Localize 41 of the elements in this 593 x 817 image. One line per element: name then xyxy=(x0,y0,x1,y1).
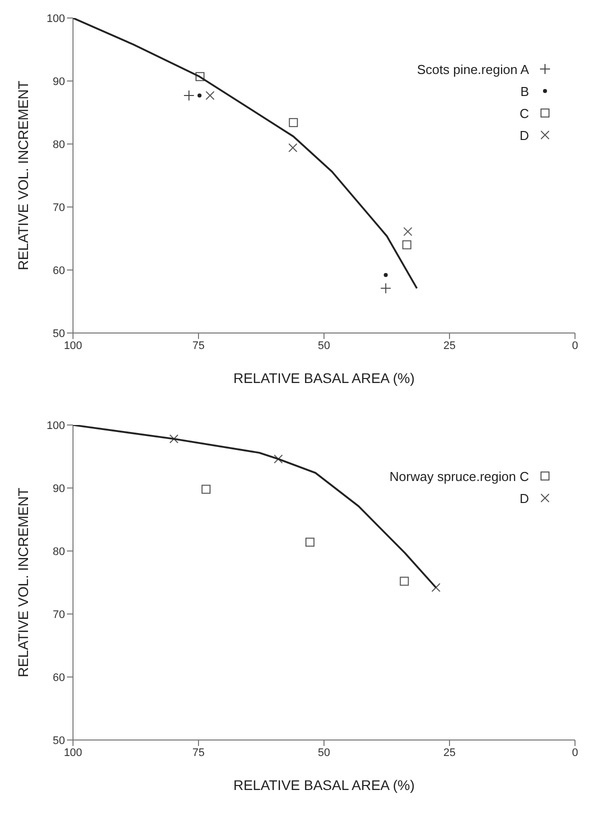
y-tick-label: 60 xyxy=(52,672,65,684)
y-tick-label: 80 xyxy=(52,138,65,151)
point xyxy=(202,484,211,494)
legend-label: D xyxy=(520,128,529,142)
point xyxy=(402,240,412,250)
legend-label: B xyxy=(520,84,529,98)
point xyxy=(305,538,314,547)
x-tick-label: 50 xyxy=(318,746,330,759)
point xyxy=(288,118,298,128)
y-tick-label: 100 xyxy=(46,12,65,25)
x-tick-label: 25 xyxy=(443,746,456,759)
x-tick-label: 25 xyxy=(443,340,456,352)
y-tick-label: 90 xyxy=(52,76,65,88)
y-tick-label: 80 xyxy=(52,546,65,558)
y-tick-label: 100 xyxy=(46,420,65,432)
legend-label: Norway spruce.region C xyxy=(390,468,529,484)
x-tick-label: 100 xyxy=(64,746,82,759)
y-tick-label: 90 xyxy=(52,482,65,495)
x-tick-label: 0 xyxy=(572,746,578,759)
y-tick-label: 50 xyxy=(52,328,65,340)
legend-label: C xyxy=(520,106,529,120)
legend-label: Scots pine.region A xyxy=(416,62,529,76)
point xyxy=(400,576,409,586)
x-tick-label: 0 xyxy=(572,340,578,352)
x-tick-label: 100 xyxy=(64,340,82,352)
y-tick-label: 70 xyxy=(52,608,65,621)
y-tick-label: 70 xyxy=(52,202,65,214)
point xyxy=(198,93,202,98)
x-axis-title: RELATIVE BASAL AREA (%) xyxy=(233,777,415,793)
x-tick-label: 75 xyxy=(192,746,205,759)
y-axis-title: RELATIVE VOL. INCREMENT xyxy=(14,80,31,270)
line-series xyxy=(73,18,418,290)
point xyxy=(384,273,388,278)
y-tick-label: 60 xyxy=(52,264,65,277)
x-axis-title: RELATIVE BASAL AREA (%) xyxy=(233,370,415,386)
y-axis-title: RELATIVE VOL. INCREMENT xyxy=(14,487,31,678)
y-tick-label: 50 xyxy=(52,734,65,747)
legend-label: D xyxy=(520,490,529,506)
x-tick-label: 50 xyxy=(318,340,330,352)
x-tick-label: 75 xyxy=(192,340,205,352)
point xyxy=(196,72,205,82)
